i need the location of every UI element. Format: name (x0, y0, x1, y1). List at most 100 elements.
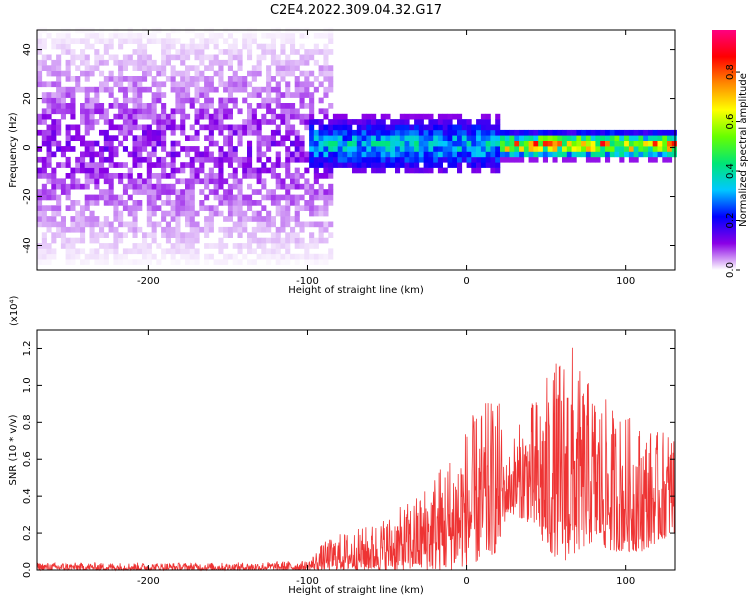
spectrogram-cell (576, 135, 582, 141)
spectrogram-cell (285, 162, 291, 168)
spectrogram-cell (118, 32, 124, 39)
spectrogram-cell (185, 243, 191, 249)
spectrogram-cell (223, 189, 229, 195)
spectrogram-cell (208, 226, 214, 233)
spectrogram-cell (227, 65, 233, 71)
spectrogram-cell (247, 194, 253, 201)
spectrogram-cell (46, 162, 52, 168)
spectrogram-cell (94, 97, 100, 104)
spectrogram-cell (189, 237, 195, 244)
spectrogram-cell (619, 146, 625, 152)
spectrogram-cell (461, 156, 467, 163)
spectrogram-cell (251, 173, 257, 179)
spectrogram-cell (165, 119, 171, 125)
spectrogram-cell (313, 237, 319, 244)
spectrogram-cell (356, 151, 362, 158)
spectrogram-cell (309, 162, 315, 168)
spectrogram-cell (60, 43, 66, 50)
spectrogram-cell (299, 146, 305, 152)
spectrogram-cell (328, 103, 334, 109)
spectrogram-cell (127, 97, 133, 104)
spectrogram-cell (318, 237, 324, 244)
spectrogram-cell (328, 194, 334, 201)
spectrogram-cell (89, 221, 95, 228)
spectrogram-cell (237, 156, 243, 163)
spectrogram-cell (261, 194, 267, 201)
spectrogram-cell (538, 151, 544, 158)
spectrogram-cell (247, 156, 253, 163)
spectrogram-cell (175, 38, 181, 44)
spectrogram-cell (399, 146, 405, 152)
spectrogram-cell (204, 156, 210, 163)
spectrogram-cell (304, 243, 310, 249)
spectrogram-cell (127, 76, 133, 82)
spectrogram-cell (270, 49, 276, 55)
spectrogram-cell (118, 65, 124, 71)
spectrogram-cell (662, 129, 668, 136)
spectrogram-cell (562, 140, 568, 147)
spectrogram-cell (404, 119, 410, 125)
spectrogram-cell (46, 135, 52, 141)
spectrogram-cell (142, 248, 148, 255)
spectrogram-cell (237, 140, 243, 147)
spectrogram-cell (199, 226, 205, 233)
spectrogram-cell (84, 178, 90, 185)
spectrogram-cell (89, 86, 95, 93)
spectrogram-cell (218, 108, 224, 115)
spectrogram-cell (299, 32, 305, 39)
spectrogram-cell (227, 43, 233, 50)
spectrogram-cell (161, 124, 167, 131)
spectrogram-cell (294, 140, 300, 147)
spectrogram-cell (266, 221, 272, 228)
spectrogram-cell (80, 49, 86, 55)
spectrogram-cell (328, 189, 334, 195)
spectrogram-cell (280, 43, 286, 50)
spectrogram-cell (51, 43, 57, 50)
spectrogram-cell (46, 221, 52, 228)
spectrogram-cell (290, 156, 296, 163)
spectrogram-cell (304, 264, 310, 271)
spectrogram-cell (299, 54, 305, 61)
spectrogram-cell (313, 86, 319, 93)
spectrogram-cell (175, 248, 181, 255)
spectrogram-cell (41, 97, 47, 104)
spectrogram-cell (476, 119, 482, 125)
spectrogram-cell (461, 135, 467, 141)
spectrogram-cell (99, 194, 105, 201)
spectrogram-cell (227, 76, 233, 82)
spectrogram-cell (132, 200, 138, 206)
spectrogram-cell (89, 108, 95, 115)
spectrogram-cell (132, 146, 138, 152)
spectrogram-cell (509, 135, 515, 141)
spectrogram-cell (170, 70, 176, 77)
spectrogram-cell (103, 200, 109, 206)
spectrogram-cell (175, 124, 181, 131)
spectrogram-cell (270, 135, 276, 141)
spectrogram-cell (309, 135, 315, 141)
spectrogram-cell (146, 70, 152, 77)
spectrogram-cell (213, 178, 219, 185)
spectrogram-cell (261, 167, 267, 174)
spectrogram-cell (275, 194, 281, 201)
spectrogram-cell (361, 135, 367, 141)
spectrogram-cell (132, 59, 138, 66)
spectrogram-cell (490, 151, 496, 158)
spectrogram-cell (275, 226, 281, 233)
spectrogram-cell (137, 103, 143, 109)
spectrogram-cell (266, 194, 272, 201)
spectrogram-cell (127, 119, 133, 125)
spectrogram-cell (75, 183, 81, 190)
spectrogram-cell (170, 124, 176, 131)
spectrogram-cell (99, 173, 105, 179)
spectrogram-cell (242, 86, 248, 93)
spectrogram-cell (495, 146, 501, 152)
spectrogram-cell (175, 259, 181, 265)
spectrogram-cell (118, 108, 124, 115)
spectrogram-cell (180, 243, 186, 249)
spectrogram-cell (667, 146, 673, 152)
spectrogram-cell (390, 124, 396, 131)
spectrogram-cell (638, 135, 644, 141)
spectrogram-cell (309, 119, 315, 125)
spectrogram-cell (199, 189, 205, 195)
spectrogram-cell (156, 178, 162, 185)
